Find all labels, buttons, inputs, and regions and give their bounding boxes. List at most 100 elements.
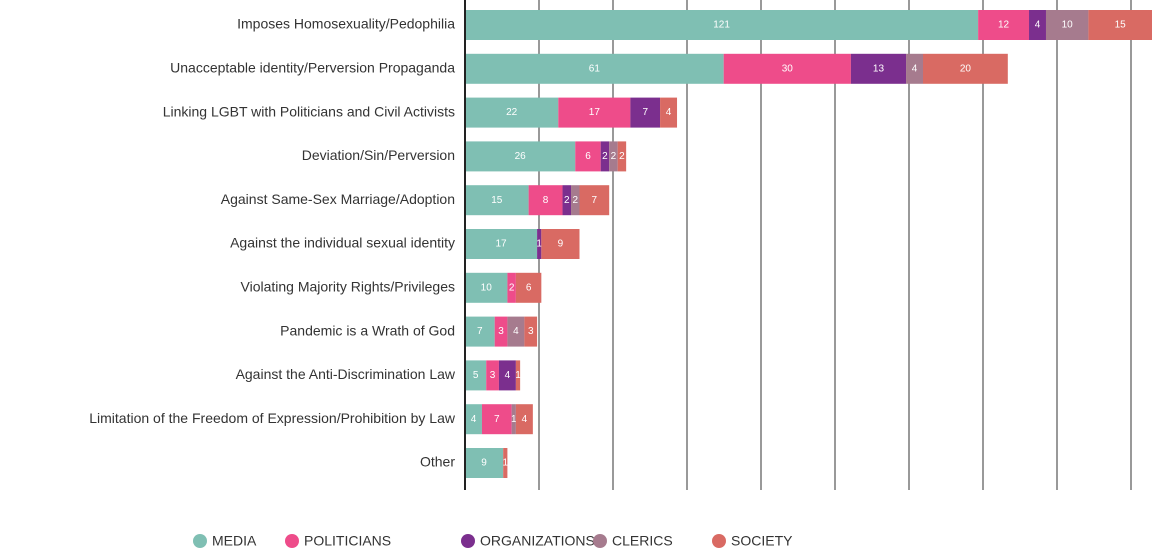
value-label: 3 [528,326,534,337]
legend-label: ORGANIZATIONS [480,533,595,549]
category-label: Against the Anti-Discrimination Law [236,366,456,382]
bar-segment [660,97,678,128]
value-label: 2 [509,282,515,293]
value-label: 6 [585,151,591,162]
value-label: 1 [503,458,509,469]
bar-segment [579,185,610,216]
bar-segment [515,272,542,303]
bar-segment [511,404,516,435]
value-label: 61 [589,63,601,74]
value-label: 1 [536,239,542,250]
category-label: Imposes Homosexuality/Pedophilia [237,16,455,32]
value-label: 15 [491,195,503,206]
value-label: 17 [589,107,601,118]
bar-segment [503,448,508,478]
bar-segment [978,10,1030,40]
value-label: 4 [471,414,477,425]
value-label: 13 [873,63,885,74]
value-label: 30 [782,63,794,74]
value-label: 10 [481,282,493,293]
value-label: 22 [506,107,518,118]
value-label: 7 [494,414,500,425]
value-label: 1 [515,370,521,381]
category-label: Limitation of the Freedom of Expression/… [89,410,456,426]
value-label: 7 [477,326,483,337]
legend-swatch [285,534,299,548]
bar-segment [465,360,487,391]
value-label: 20 [960,63,972,74]
value-label: 7 [642,107,648,118]
value-label: 26 [515,151,527,162]
bar-segment [507,272,516,303]
value-label: 2 [564,195,570,206]
value-label: 1 [511,414,517,425]
bar-segment [515,360,521,391]
value-label: 3 [498,326,504,337]
bar-segment [1088,10,1152,40]
bar-segment [465,141,576,172]
bar-segment [515,404,533,435]
bar-segment [465,448,504,478]
bar-segment [498,360,516,391]
category-label: Unacceptable identity/Perversion Propaga… [170,60,455,76]
legend-swatch [461,534,475,548]
bar-segment [617,141,627,172]
value-label: 4 [522,414,528,425]
value-label: 4 [912,63,918,74]
value-label: 9 [481,458,487,469]
bar-segment [481,404,512,435]
category-label: Against Same-Sex Marriage/Adoption [221,191,455,207]
category-label: Deviation/Sin/Perversion [302,147,455,163]
value-label: 8 [543,195,549,206]
bar-segment [906,53,923,84]
bar-segment [1029,10,1046,40]
value-label: 2 [602,151,608,162]
value-label: 6 [526,282,532,293]
value-label: 7 [592,195,598,206]
category-label: Pandemic is a Wrath of God [280,322,455,338]
value-label: 10 [1062,20,1074,31]
bar-segment [465,316,495,347]
bar-segment [465,229,538,259]
bar-segment [465,10,979,40]
value-label: 4 [513,326,519,337]
legend-label: POLITICIANS [304,533,391,549]
bar-segment [600,141,610,172]
bar-segment [465,272,508,303]
legend-swatch [193,534,207,548]
value-label: 4 [1035,20,1041,31]
legend-swatch [712,534,726,548]
legend-swatch [593,534,607,548]
category-label: Linking LGBT with Politicians and Civil … [163,103,455,119]
category-label: Other [420,454,455,470]
bar-segment [528,185,563,216]
bar-segment [571,185,580,216]
value-label: 4 [505,370,511,381]
value-label: 12 [998,20,1010,31]
bar-segment [923,53,1008,84]
bar-segment [558,97,631,128]
value-label: 2 [611,151,617,162]
value-label: 4 [666,107,672,118]
value-label: 2 [572,195,578,206]
bar-segment [465,404,482,435]
bar-segment [465,185,529,216]
legend-label: MEDIA [212,533,257,549]
bar-segment [575,141,601,172]
bar-segment [465,53,724,84]
value-label: 9 [558,239,564,250]
bar-segment [524,316,538,347]
value-label: 5 [473,370,479,381]
bar-segment [562,185,572,216]
value-label: 17 [495,239,507,250]
bar-segment [507,316,525,347]
bar-segment [486,360,499,391]
bar-segment [465,97,559,128]
bar-segment [1045,10,1089,40]
value-label: 2 [619,151,625,162]
bar-segment [537,229,542,259]
value-label: 121 [713,20,730,31]
bar-segment [541,229,580,259]
category-label: Violating Majority Rights/Privileges [241,279,456,295]
